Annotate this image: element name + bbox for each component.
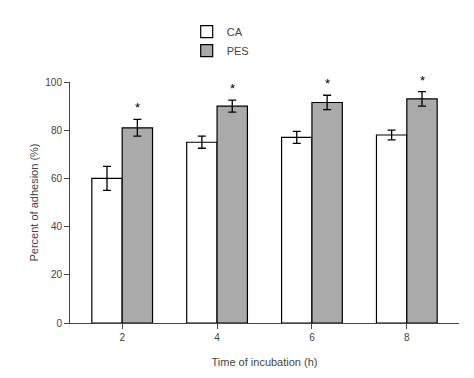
svg-text:*: * [325, 76, 330, 91]
svg-text:Time of incubation (h): Time of incubation (h) [212, 356, 318, 368]
svg-text:60: 60 [51, 173, 63, 184]
svg-text:0: 0 [56, 318, 62, 329]
svg-text:CA: CA [227, 26, 243, 38]
svg-text:PES: PES [227, 45, 249, 57]
svg-text:8: 8 [404, 332, 410, 343]
svg-text:80: 80 [51, 125, 63, 136]
svg-text:*: * [420, 73, 425, 88]
svg-text:40: 40 [51, 221, 63, 232]
svg-text:100: 100 [45, 77, 62, 88]
svg-text:4: 4 [214, 332, 220, 343]
svg-text:2: 2 [119, 332, 125, 343]
svg-text:Percent of adhesion (%): Percent of adhesion (%) [28, 143, 40, 261]
svg-text:*: * [135, 100, 140, 115]
svg-text:20: 20 [51, 269, 63, 280]
svg-text:6: 6 [309, 332, 315, 343]
svg-text:*: * [230, 81, 235, 96]
